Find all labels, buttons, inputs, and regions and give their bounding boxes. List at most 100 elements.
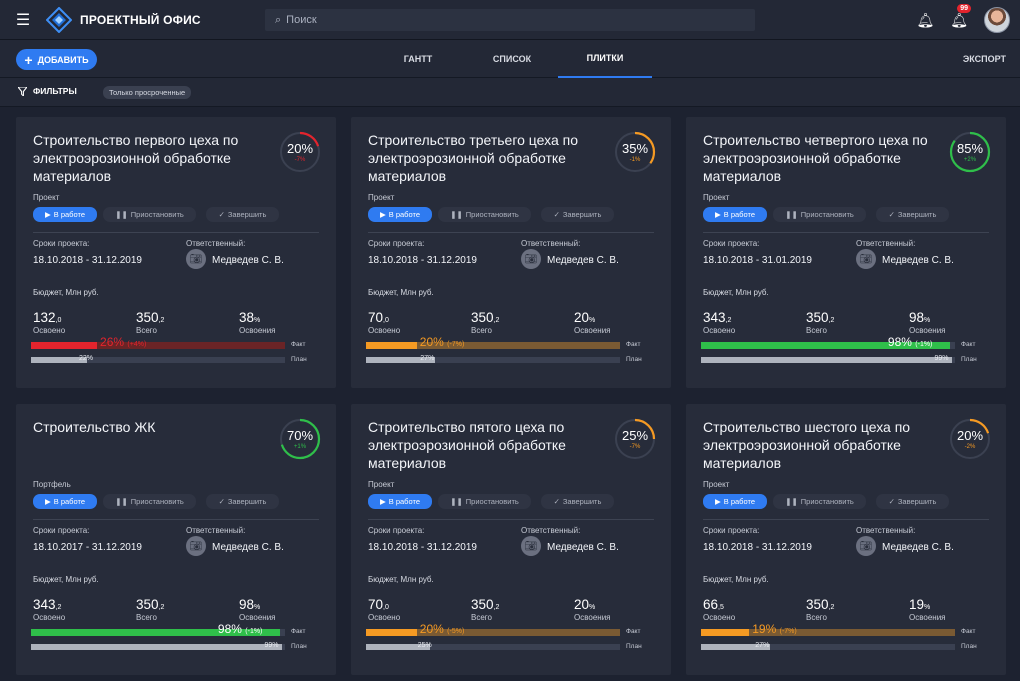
project-title[interactable]: Строительство четвертого цеха по электро… — [703, 132, 928, 184]
total-int: 350 — [806, 310, 829, 325]
fact-percent: 98% — [887, 335, 912, 349]
plan-bar-fill — [31, 357, 87, 363]
status-in-progress-button[interactable]: ▶ В работе — [33, 494, 97, 509]
spent-label: Освоено — [703, 613, 736, 622]
status-pause-button[interactable]: ❚❚ Приостановить — [773, 494, 866, 509]
play-icon: ▶ — [714, 497, 721, 506]
status-finish-button[interactable]: ✓ Завершить — [876, 494, 949, 509]
status-in-progress-button[interactable]: ▶ В работе — [703, 494, 767, 509]
project-card[interactable]: Строительство третьего цеха по электроэр… — [351, 117, 671, 388]
project-card[interactable]: Строительство четвертого цеха по электро… — [686, 117, 1006, 388]
responsible-name[interactable]: Медведев С. В. — [882, 255, 954, 266]
spent-label: Освоено — [368, 613, 401, 622]
progress-arc — [949, 418, 991, 460]
share-label: Освоения — [909, 326, 946, 335]
pause-icon: ❚❚ — [450, 497, 463, 506]
fact-value: 20% (-5%) — [420, 622, 465, 636]
fact-bar — [701, 629, 955, 636]
project-title[interactable]: Строительство третьего цеха по электроэр… — [368, 132, 579, 184]
fact-percent: 26% — [100, 335, 125, 349]
status-finish-button[interactable]: ✓ Завершить — [206, 207, 279, 222]
progress-ring: 70% +1% — [278, 417, 322, 461]
project-card[interactable]: Строительство ЖК 70% +1% Портфель ▶ В раб… — [16, 404, 336, 675]
notifications-icon[interactable]: 🔔︎ 99 — [950, 3, 972, 29]
status-finish-button[interactable]: ✓ Завершить — [541, 207, 614, 222]
share-int: 98 — [909, 310, 925, 325]
view-tabs-bar: + ДОБАВИТЬ ГАНТТ СПИСОК ПЛИТКИ ЭКСПОРТ — [0, 40, 1020, 78]
export-button[interactable]: ЭКСПОРТ — [962, 54, 1006, 64]
fact-value: 26% (+4%) — [100, 335, 146, 349]
user-avatar[interactable] — [984, 7, 1010, 33]
tab-gantt[interactable]: ГАНТТ — [403, 54, 433, 64]
share-label: Освоения — [239, 326, 276, 335]
progress-value: 20% — [956, 428, 984, 443]
fact-delta: (-7%) — [779, 628, 797, 635]
status-finish-button[interactable]: ✓ Завершить — [541, 494, 614, 509]
status-pause-button[interactable]: ❚❚ Приостановить — [103, 207, 196, 222]
total-value: 350,2 — [136, 597, 164, 612]
fact-value: 98% (-1%) — [888, 335, 933, 349]
filters-button[interactable]: ФИЛЬТРЫ — [18, 86, 77, 96]
spent-dec: ,0 — [383, 317, 389, 324]
top-bar: ☰ ПРОЕКТНЫЙ ОФИС ⌕ Поиск 🔔︎ 🔔︎ 99 — [0, 0, 1020, 40]
plan-bar-fill — [701, 357, 953, 363]
spent-value: 70,0 — [368, 310, 389, 325]
filter-icon — [18, 86, 27, 96]
pause-icon: ❚❚ — [785, 497, 798, 506]
app-logo-icon[interactable] — [44, 5, 74, 35]
share-int: 19 — [909, 597, 925, 612]
progress-value: 25% — [621, 428, 649, 443]
progress-arc — [279, 131, 321, 173]
status-pause-button[interactable]: ❚❚ Приостановить — [103, 494, 196, 509]
share-value: 38% — [239, 310, 260, 325]
fact-side-label: Факт — [961, 341, 976, 348]
progress-ring: 25% -7% — [613, 417, 657, 461]
status-in-progress-button[interactable]: ▶ В работе — [368, 207, 432, 222]
tab-list[interactable]: СПИСОК — [492, 54, 532, 64]
camera-icon: 📷︎ — [186, 249, 206, 269]
status-in-progress-button[interactable]: ▶ В работе — [33, 207, 97, 222]
status-in-progress-button[interactable]: ▶ В работе — [703, 207, 767, 222]
status-in-progress-button[interactable]: ▶ В работе — [368, 494, 432, 509]
responsible-name[interactable]: Медведев С. В. — [212, 542, 284, 553]
responsible-label: Ответственный: — [186, 239, 246, 248]
project-card[interactable]: Строительство шестого цеха по электроэро… — [686, 404, 1006, 675]
tab-tiles[interactable]: ПЛИТКИ — [558, 40, 652, 78]
status-pause-button[interactable]: ❚❚ Приостановить — [438, 207, 531, 222]
bell-icon[interactable]: 🔔︎ — [916, 11, 935, 28]
add-button[interactable]: + ДОБАВИТЬ — [16, 49, 97, 70]
project-title[interactable]: Строительство ЖК — [33, 419, 156, 435]
filter-chip-overdue[interactable]: Только просроченные — [103, 86, 192, 99]
status-pause-button[interactable]: ❚❚ Приостановить — [773, 207, 866, 222]
share-value: 20% — [574, 310, 595, 325]
status-finish-button[interactable]: ✓ Завершить — [206, 494, 279, 509]
status-finish-button[interactable]: ✓ Завершить — [876, 207, 949, 222]
status-pause-button[interactable]: ❚❚ Приостановить — [438, 494, 531, 509]
plan-side-label: План — [291, 643, 307, 650]
responsible-name[interactable]: Медведев С. В. — [212, 255, 284, 266]
add-button-label: ДОБАВИТЬ — [37, 54, 89, 65]
spent-int: 66 — [703, 597, 719, 612]
responsible-name[interactable]: Медведев С. В. — [882, 542, 954, 553]
status-pause-label: Приостановить — [130, 210, 184, 219]
budget-label: Бюджет, Млн руб. — [33, 575, 99, 584]
divider — [33, 519, 319, 520]
hamburger-menu-icon[interactable]: ☰ — [15, 11, 31, 29]
search-input[interactable]: ⌕ Поиск — [265, 9, 755, 31]
project-title[interactable]: Строительство шестого цеха по электроэро… — [703, 419, 911, 471]
search-icon: ⌕ — [275, 13, 282, 26]
camera-icon: 📷︎ — [186, 536, 206, 556]
fact-percent: 19% — [752, 622, 777, 636]
camera-icon: 📷︎ — [521, 249, 541, 269]
project-card[interactable]: Строительство первого цеха по электроэро… — [16, 117, 336, 388]
project-title[interactable]: Строительство первого цеха по электроэро… — [33, 132, 239, 184]
plan-side-label: План — [961, 643, 977, 650]
plan-bar-fill — [366, 357, 435, 363]
spent-label: Освоено — [703, 326, 736, 335]
responsible-name[interactable]: Медведев С. В. — [547, 255, 619, 266]
project-card[interactable]: Строительство пятого цеха по электроэроз… — [351, 404, 671, 675]
responsible-name[interactable]: Медведев С. В. — [547, 542, 619, 553]
project-title[interactable]: Строительство пятого цеха по электроэроз… — [368, 419, 566, 471]
dates-label: Сроки проекта: — [368, 526, 425, 535]
share-int: 38 — [239, 310, 255, 325]
